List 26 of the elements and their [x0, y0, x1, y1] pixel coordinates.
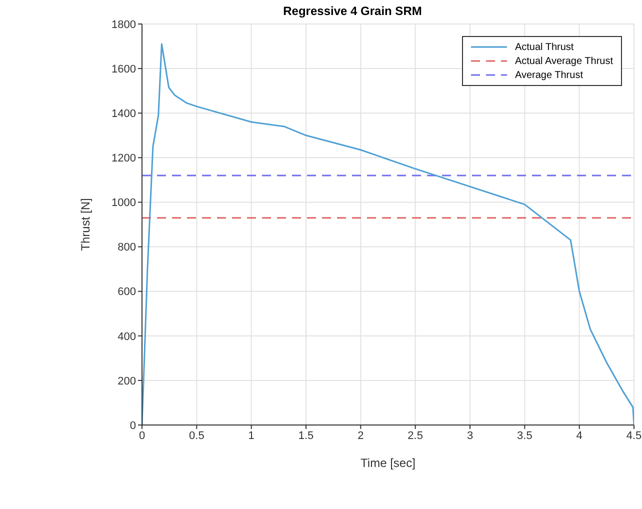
x-tick-label: 1: [248, 430, 254, 442]
chart-title: Regressive 4 Grain SRM: [282, 4, 423, 18]
legend-label: Average Thrust: [514, 70, 583, 80]
y-tick-label: 1600: [112, 63, 136, 76]
y-tick-label: 1400: [112, 108, 136, 120]
x-tick-label: 3: [466, 430, 474, 442]
x-tick-label: 3.5: [517, 430, 532, 442]
y-axis-title: Thrust [N]: [78, 198, 92, 251]
legend-label: Actual Thrust: [514, 42, 574, 52]
x-tick-label: 0.5: [189, 430, 204, 442]
y-tick-label: 200: [118, 375, 136, 388]
y-tick-label: 400: [118, 330, 136, 343]
y-tick-label: 800: [118, 242, 136, 254]
x-tick-label: 4: [576, 430, 582, 442]
x-tick-label: 2: [358, 430, 364, 442]
y-tick-label: 1800: [112, 18, 136, 31]
y-tick-label: 600: [118, 286, 136, 298]
y-tick-label: 1200: [112, 152, 136, 165]
x-tick-label: 4.5: [626, 430, 642, 442]
x-tick-label: 2.5: [408, 430, 423, 442]
legend-label: Actual Average Thrust: [514, 56, 613, 66]
x-tick-label: 0: [138, 430, 146, 442]
y-tick-label: 0: [130, 420, 136, 432]
y-tick-label: 1000: [112, 197, 136, 210]
x-tick-label: 1.5: [298, 430, 314, 442]
x-axis-title: Time [sec]: [360, 456, 416, 470]
